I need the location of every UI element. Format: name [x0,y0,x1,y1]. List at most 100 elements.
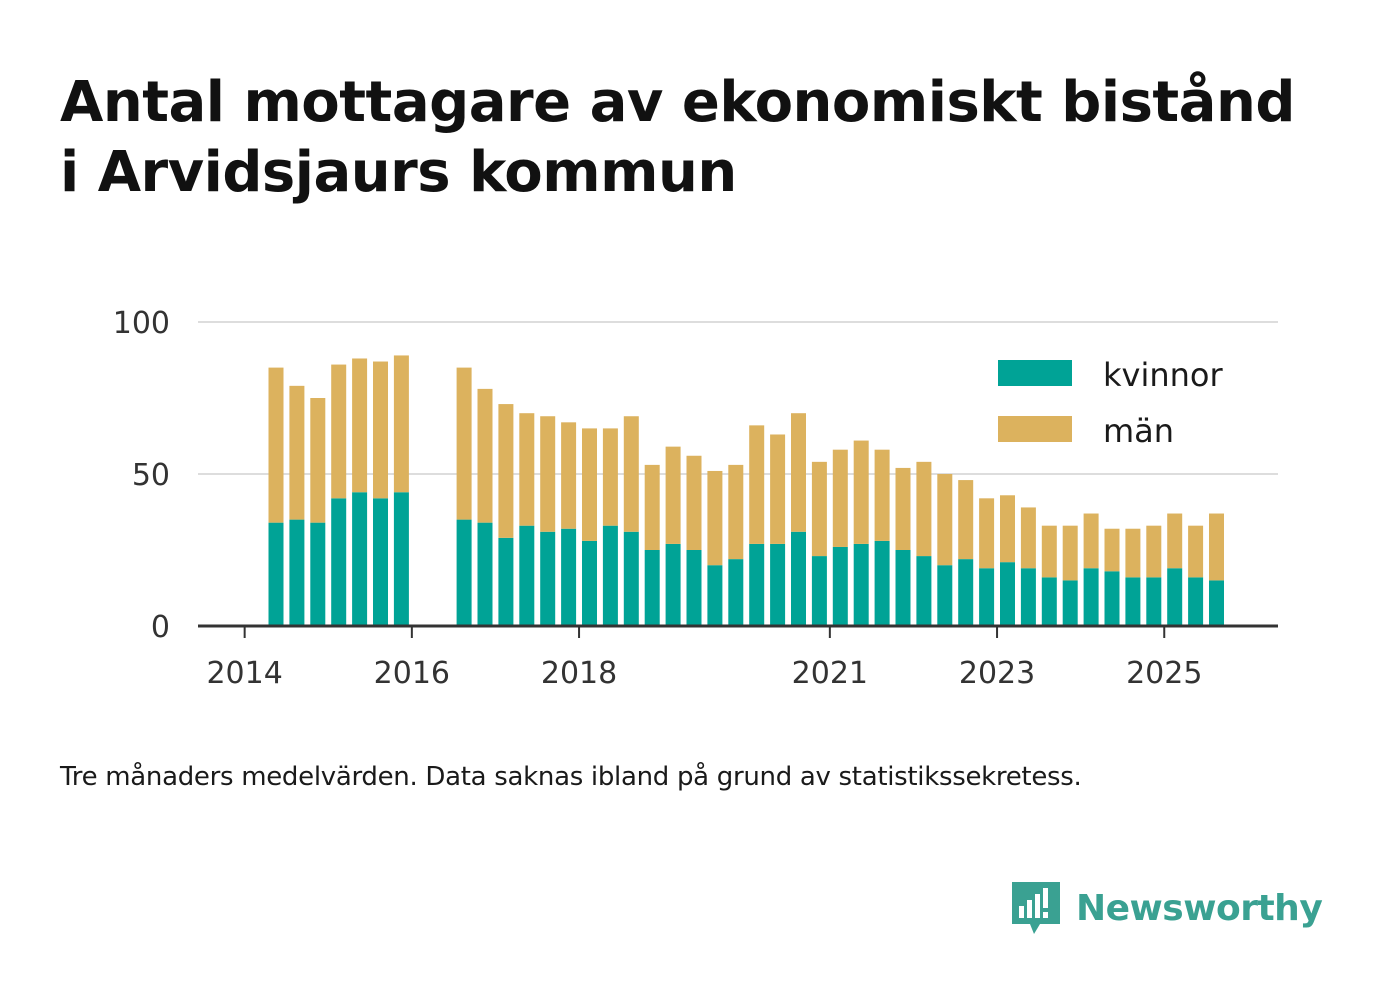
bar-man-2022-Q2 [937,474,953,566]
x-axis-ticks: 2014 2016 2018 2021 2023 2025 [206,626,1202,691]
bar-man-2018-Q4 [644,464,660,550]
bar-man-2018-Q2 [602,428,618,526]
bar-kvinnor-2019-Q2 [686,550,702,626]
bar-man-2023-Q1 [1000,495,1015,563]
bar-man-2020-Q2 [770,434,786,544]
bar-kvinnor-2022-Q1 [916,556,932,626]
chart-title-line-2: i Arvidsjaurs kommun [60,140,737,205]
bar-kvinnor-2019-Q1 [665,543,681,626]
bars [268,355,1224,626]
bar-man-2018-Q3 [623,416,639,532]
bar-man-2015-Q2 [352,358,368,493]
bar-man-2024-Q1 [1083,513,1099,569]
bar-kvinnor-2024-Q4 [1146,577,1162,626]
bar-kvinnor-2023-Q4 [1062,580,1078,626]
bar-kvinnor-2017-Q1 [498,537,514,626]
bar-kvinnor-2025-Q1 [1167,568,1183,626]
bar-man-2018-Q1 [582,428,597,541]
bar-man-2021-Q4 [895,467,911,550]
bar-kvinnor-2015-Q4 [393,492,409,626]
bar-kvinnor-2025-Q3 [1209,580,1224,626]
bar-man-2019-Q3 [707,470,723,566]
x-tick-label: 2016 [374,656,450,691]
bar-man-2024-Q3 [1125,528,1141,578]
bar-kvinnor-2024-Q3 [1125,577,1141,626]
bar-kvinnor-2022-Q4 [979,568,995,626]
bar-kvinnor-2014-Q3 [289,519,305,626]
bar-kvinnor-2021-Q2 [853,543,869,626]
bar-man-2017-Q4 [561,422,577,529]
bar-man-2019-Q1 [665,446,681,544]
bar-man-2015-Q3 [373,361,388,499]
newsworthy-logo-icon [1012,882,1060,934]
bar-man-2016-Q4 [477,388,493,523]
legend-label-man: män [1103,412,1174,450]
bar-kvinnor-2020-Q3 [791,531,806,626]
bar-man-2020-Q3 [791,413,806,532]
bar-kvinnor-2018-Q1 [582,540,597,626]
bar-kvinnor-2015-Q3 [373,498,388,626]
bar-man-2019-Q4 [728,464,744,560]
bar-man-2021-Q1 [832,449,848,547]
chart-title-line-1: Antal mottagare av ekonomiskt bistånd [60,70,1295,135]
bar-kvinnor-2024-Q1 [1083,568,1099,626]
bar-kvinnor-2018-Q3 [623,531,639,626]
bar-kvinnor-2021-Q1 [832,546,848,626]
bar-man-2020-Q1 [749,425,765,544]
y-tick-label: 100 [113,306,170,341]
bar-kvinnor-2017-Q3 [540,531,556,626]
bar-man-2022-Q4 [979,498,995,569]
bar-kvinnor-2022-Q3 [958,559,974,626]
bar-man-2022-Q3 [958,480,974,560]
x-tick-label: 2014 [206,656,282,691]
bar-kvinnor-2025-Q2 [1188,577,1204,626]
legend: kvinnor män [998,356,1224,450]
bar-man-2015-Q4 [393,355,409,493]
bar-man-2021-Q3 [874,449,890,541]
legend-label-kvinnor: kvinnor [1103,356,1224,394]
bar-man-2016-Q3 [456,367,472,520]
stacked-bar-chart: 0 50 100 2014 2016 2018 2021 2023 2025 kvinnor … [113,306,1278,691]
bar-man-2025-Q3 [1209,513,1224,581]
bar-man-2021-Q2 [853,440,869,544]
bar-kvinnor-2024-Q2 [1104,571,1120,626]
bar-man-2014-Q2 [268,367,284,523]
bar-kvinnor-2017-Q2 [519,525,535,626]
bar-kvinnor-2020-Q1 [749,543,765,626]
brand-name: Newsworthy [1076,887,1323,929]
bar-kvinnor-2023-Q1 [1000,562,1015,626]
bar-kvinnor-2022-Q2 [937,565,953,626]
chart-title: Antal mottagare av ekonomiskt bistånd i … [60,68,1350,208]
bar-kvinnor-2016-Q3 [456,519,472,626]
bar-man-2017-Q3 [540,416,556,532]
bar-kvinnor-2020-Q4 [811,556,827,626]
bar-man-2017-Q1 [498,404,514,538]
bar-man-2017-Q2 [519,413,535,526]
legend-swatch-man [998,416,1072,442]
bar-man-2015-Q1 [331,364,347,499]
x-tick-label: 2023 [959,656,1035,691]
bar-kvinnor-2014-Q2 [268,522,284,626]
x-tick-label: 2018 [541,656,617,691]
bar-man-2023-Q4 [1062,525,1078,581]
bar-kvinnor-2018-Q2 [602,525,618,626]
bar-kvinnor-2016-Q4 [477,522,493,626]
bar-man-2019-Q2 [686,455,702,550]
bar-kvinnor-2023-Q2 [1020,568,1036,626]
bar-kvinnor-2020-Q2 [770,543,786,626]
bar-man-2025-Q1 [1167,513,1183,569]
bar-man-2024-Q4 [1146,525,1162,578]
newsworthy-brand[interactable]: Newsworthy [1010,878,1323,938]
bar-kvinnor-2023-Q3 [1041,577,1057,626]
bar-kvinnor-2019-Q3 [707,565,723,626]
bar-man-2022-Q1 [916,461,932,557]
chart-caption: Tre månaders medelvärden. Data saknas ib… [60,762,1082,792]
y-tick-label: 0 [151,610,170,645]
bar-kvinnor-2014-Q4 [310,522,326,626]
x-tick-label: 2025 [1126,656,1202,691]
legend-swatch-kvinnor [998,360,1072,386]
bar-kvinnor-2021-Q4 [895,550,911,626]
bar-kvinnor-2021-Q3 [874,540,890,626]
bar-man-2025-Q2 [1188,525,1204,578]
bar-man-2023-Q3 [1041,525,1057,578]
